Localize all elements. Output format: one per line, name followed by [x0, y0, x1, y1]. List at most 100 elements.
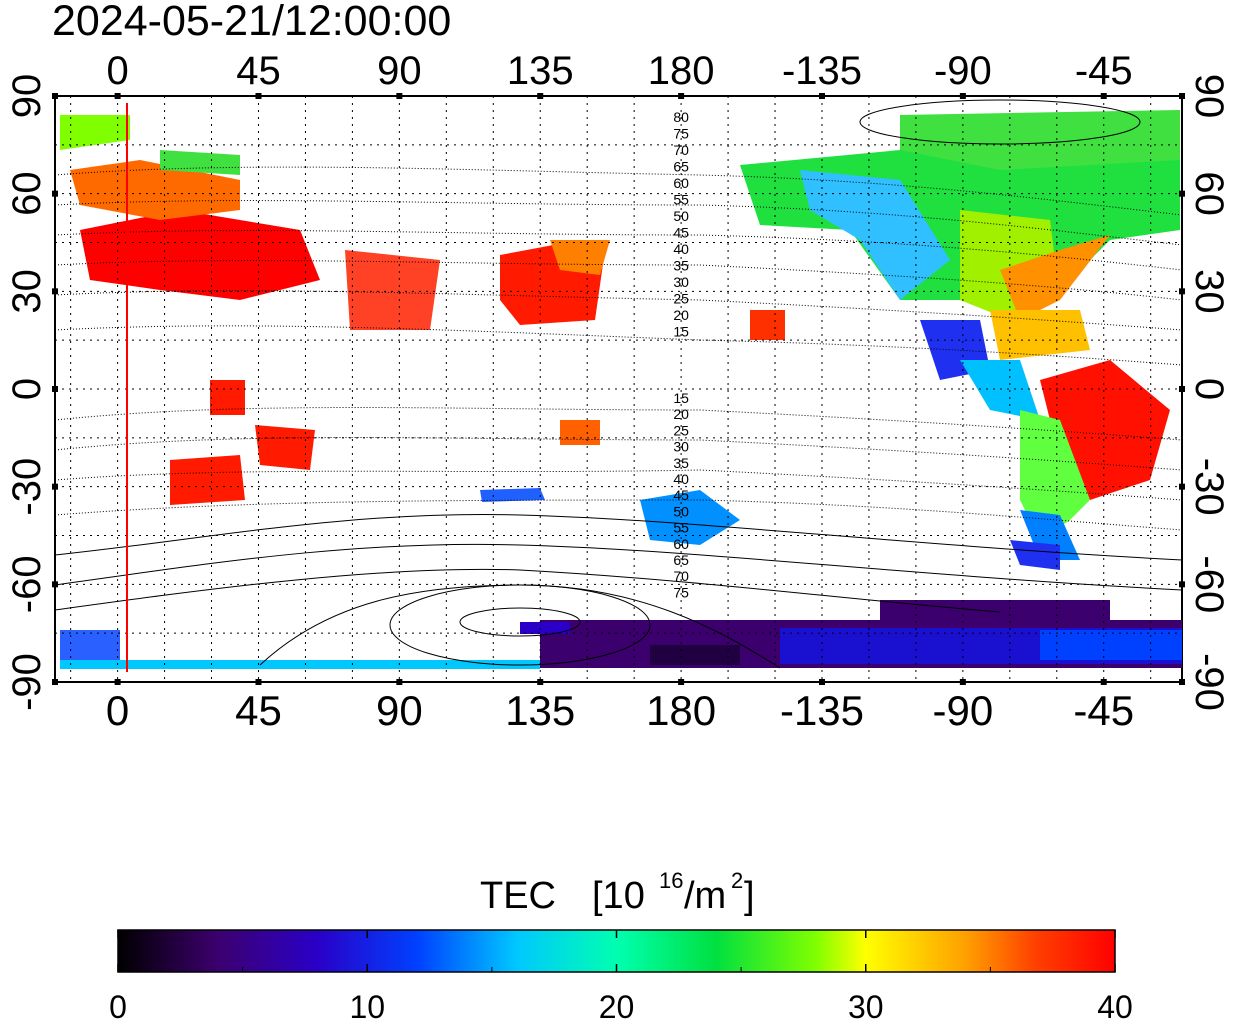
bottom-lon-tick-label: 135 [505, 687, 575, 734]
left-lat-tick-label: 30 [5, 269, 49, 314]
bottom-lon-tick-label: 180 [646, 687, 716, 734]
contour-label: 40 [673, 241, 689, 257]
colorbar-unit-exp2: 2 [731, 868, 743, 893]
colorbar-unit-exp: 16 [659, 868, 683, 893]
left-lat-tick-label: 90 [5, 74, 49, 119]
contour-label: 70 [673, 568, 689, 584]
colorbar: TEC [10 16 /m 2 ] 0 10 20 30 40 [109, 868, 1133, 1021]
right-tick-mark [1179, 93, 1185, 99]
right-tick-mark [1179, 386, 1185, 392]
bottom-tick-mark [537, 679, 544, 685]
colorbar-title: TEC [480, 875, 556, 917]
right-lat-tick-label: 30 [1187, 269, 1231, 314]
contour-label: 40 [673, 471, 689, 487]
right-lat-tick-label: 90 [1187, 74, 1231, 119]
axis-labels: 0 45 90 135 180 -135 -90 -45 0 45 90 135 180 -135 -90 -… [5, 49, 1231, 734]
contour-label: 75 [673, 126, 689, 142]
tec-data-layer [60, 110, 1182, 669]
colorbar-tick-label: 0 [109, 989, 127, 1021]
left-tick-mark [52, 93, 58, 99]
left-tick-mark [52, 288, 58, 295]
top-lon-tick-label: 90 [377, 49, 422, 93]
bottom-tick-mark [959, 679, 966, 685]
colorbar-unit-end: ] [744, 875, 755, 917]
bottom-tick-mark [818, 679, 825, 685]
contour-label: 65 [673, 552, 689, 568]
bottom-lon-tick-label: -90 [933, 687, 994, 734]
bottom-tick-mark [396, 679, 403, 685]
left-tick-mark [52, 190, 58, 197]
colorbar-unit-mid: /m [684, 875, 726, 917]
top-tick-mark [678, 93, 685, 99]
top-tick-mark [1100, 93, 1107, 99]
left-tick-mark [52, 679, 58, 685]
left-lat-tick-label: -60 [5, 555, 49, 613]
colorbar-ticks: 0 10 20 30 40 [109, 930, 1133, 1021]
contour-label: 45 [673, 225, 689, 241]
top-tick-mark [396, 93, 403, 99]
magnetic-latitude-contours [55, 99, 1182, 669]
colorbar-tick-label: 30 [848, 989, 884, 1021]
bottom-tick-mark [114, 679, 121, 685]
contour-label: 50 [673, 503, 689, 519]
colorbar-tick-label: 40 [1097, 989, 1133, 1021]
bottom-tick-mark [255, 679, 262, 685]
contour-label: 75 [673, 584, 689, 600]
right-lat-tick-label: -30 [1187, 458, 1231, 516]
top-tick-mark [537, 93, 544, 99]
right-tick-mark [1179, 581, 1185, 588]
top-lon-tick-label: 135 [507, 49, 574, 93]
right-lat-tick-label: 60 [1187, 171, 1231, 216]
top-tick-mark [818, 93, 825, 99]
top-lon-tick-label: -45 [1075, 49, 1133, 93]
left-lat-tick-label: 0 [5, 378, 49, 400]
left-lat-tick-label: 60 [5, 171, 49, 216]
top-tick-mark [959, 93, 966, 99]
top-lon-tick-label: -135 [782, 49, 862, 93]
left-tick-mark [52, 581, 58, 588]
top-lon-tick-label: -90 [934, 49, 992, 93]
contour-label: 70 [673, 142, 689, 158]
contour-label: 45 [673, 487, 689, 503]
bottom-lon-tick-label: -135 [780, 687, 864, 734]
contour-label: 35 [673, 258, 689, 274]
contour-label: 55 [673, 520, 689, 536]
bottom-lon-tick-label: -45 [1073, 687, 1134, 734]
right-lat-tick-label: 0 [1187, 378, 1231, 400]
contour-label: 30 [673, 274, 689, 290]
timestamp-title: 2024-05-21/12:00:00 [52, 0, 451, 45]
right-tick-mark [1179, 483, 1185, 490]
right-tick-mark [1179, 679, 1185, 685]
contour-label: 50 [673, 208, 689, 224]
bottom-tick-mark [678, 679, 685, 685]
right-tick-mark [1179, 190, 1185, 197]
contour-label: 60 [673, 175, 689, 191]
colorbar-tick-label: 10 [349, 989, 385, 1021]
top-lon-tick-label: 45 [236, 49, 281, 93]
contour-label: 25 [673, 422, 689, 438]
contour-label: 60 [673, 536, 689, 552]
contour-label: 20 [673, 406, 689, 422]
bottom-lon-tick-label: 45 [235, 687, 282, 734]
left-tick-mark [52, 386, 58, 392]
bottom-tick-mark [1100, 679, 1107, 685]
contour-label: 65 [673, 159, 689, 175]
contour-label: 35 [673, 455, 689, 471]
contour-label: 80 [673, 109, 689, 125]
right-lat-tick-label: -90 [1187, 653, 1231, 711]
contour-label: 55 [673, 192, 689, 208]
right-tick-mark [1179, 288, 1185, 295]
bottom-lon-tick-label: 0 [106, 687, 129, 734]
top-tick-mark [255, 93, 262, 99]
map-panel: 8075706560555045403530252015152025303540… [52, 93, 1185, 685]
axis-tick-bars [52, 93, 1185, 685]
left-tick-mark [52, 483, 58, 490]
contour-label: 20 [673, 307, 689, 323]
left-lat-tick-label: -30 [5, 458, 49, 516]
contour-label: 15 [673, 324, 689, 340]
right-lat-tick-label: -60 [1187, 555, 1231, 613]
top-tick-mark [114, 93, 121, 99]
left-lat-tick-label: -90 [5, 653, 49, 711]
contour-label: 30 [673, 439, 689, 455]
